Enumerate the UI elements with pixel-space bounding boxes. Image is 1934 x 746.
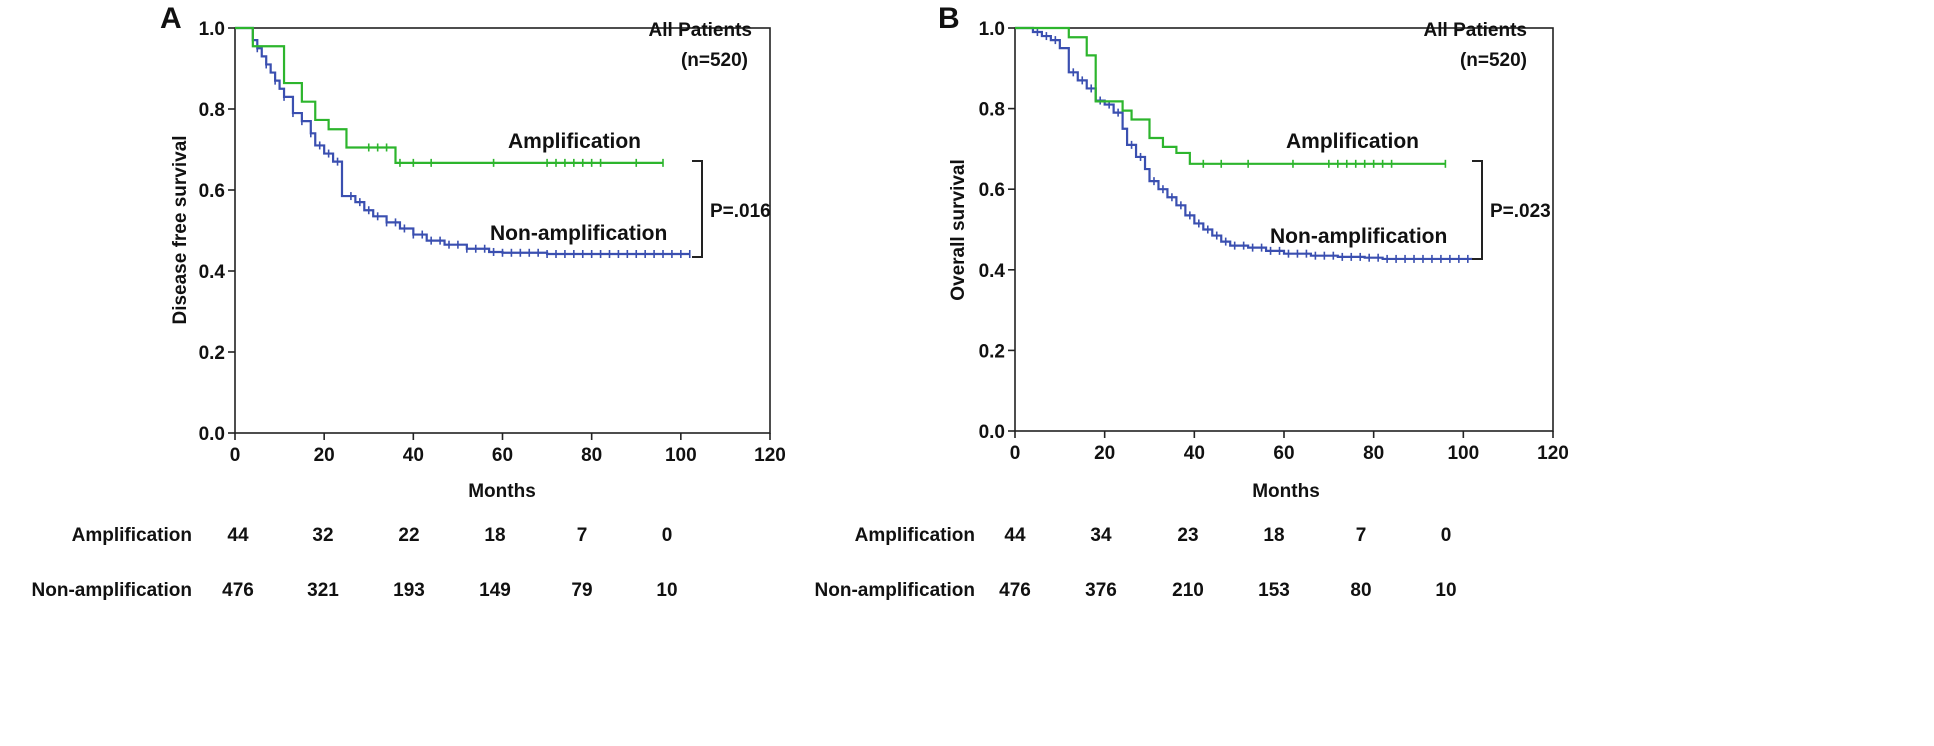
panel-a-risk-label-amplification: Amplification [72, 525, 192, 546]
panel-b-risk-values: 44 34 23 18 7 0 476 376 210 153 80 10 [999, 525, 1456, 601]
amplification-curve [235, 26, 663, 164]
panel-b-risk-label-amplification: Amplification [855, 525, 975, 546]
panel-a: A 0.00.20.40.60.81.0 0 20 40 60 80 100 120 Dis… [32, 2, 786, 601]
x-tick-label: 120 [1537, 443, 1569, 464]
y-tick-label: 0.0 [199, 424, 225, 445]
y-tick-label: 0.8 [199, 100, 225, 121]
risk-value: 22 [398, 525, 419, 546]
y-tick-label: 0.2 [979, 341, 1005, 362]
x-tick-label: 100 [1447, 443, 1479, 464]
panel-a-y-ticks: 0.0 0.2 0.4 0.6 0.8 1.0 [199, 19, 235, 445]
panel-b-x-axis-label: Months [1252, 481, 1320, 502]
panel-a-x-ticks: 0 20 40 60 80 100 120 [230, 433, 786, 466]
panel-b-y-ticks: 0.0 0.2 0.4 0.6 0.8 1.0 [979, 19, 1015, 443]
panel-a-risk-table: Amplification Non-amplification 44 32 22 18… [32, 525, 678, 601]
risk-value: 210 [1172, 580, 1204, 601]
risk-value: 10 [1435, 580, 1456, 601]
panel-b-x-ticks: 0 20 40 60 80 100 120 [1010, 431, 1569, 464]
risk-value: 7 [577, 525, 588, 546]
panel-a-x-axis-label: Months [468, 481, 536, 502]
risk-value: 376 [1085, 580, 1117, 601]
panel-b-p-value: P=.023 [1490, 201, 1551, 222]
panel-a-risk-label-non-amplification: Non-amplification [32, 580, 192, 601]
panel-a-amplification-label: Amplification [508, 130, 641, 153]
risk-value: 153 [1258, 580, 1290, 601]
panel-b-y-axis-label: Overall survival [948, 159, 969, 301]
panel-b-amplification-label: Amplification [1286, 130, 1419, 153]
risk-value: 44 [227, 525, 249, 546]
panel-a-risk-values: 44 32 22 18 7 0 476 321 193 149 79 10 [222, 525, 677, 601]
x-tick-label: 120 [754, 445, 786, 466]
panel-a-letter: A [160, 2, 182, 35]
panel-b-curves [1015, 26, 1473, 263]
risk-value: 44 [1004, 525, 1026, 546]
panel-b-non-amplification-label: Non-amplification [1270, 225, 1447, 248]
y-tick-label: 0.0 [979, 422, 1005, 443]
risk-value: 32 [312, 525, 333, 546]
risk-value: 34 [1090, 525, 1112, 546]
x-tick-label: 40 [403, 445, 424, 466]
risk-value: 80 [1350, 580, 1371, 601]
risk-value: 321 [307, 580, 339, 601]
risk-value: 10 [656, 580, 677, 601]
risk-value: 0 [662, 525, 673, 546]
risk-value: 476 [222, 580, 254, 601]
amplification-curve [1015, 26, 1446, 165]
non-amplification-curve [235, 26, 690, 256]
risk-value: 18 [1263, 525, 1284, 546]
x-tick-label: 20 [1094, 443, 1115, 464]
x-tick-label: 40 [1184, 443, 1205, 464]
panel-b-risk-table: Amplification Non-amplification 44 34 23 18… [815, 525, 1457, 601]
x-tick-label: 80 [581, 445, 602, 466]
non-amplification-curve [1015, 26, 1473, 261]
y-tick-label: 0.6 [979, 180, 1005, 201]
panel-a-y-axis-label: Disease free survival [170, 135, 191, 324]
x-tick-label: 60 [1273, 443, 1294, 464]
risk-value: 79 [571, 580, 592, 601]
panel-b-risk-label-non-amplification: Non-amplification [815, 580, 975, 601]
risk-value: 23 [1177, 525, 1198, 546]
panel-b-p-bracket [1472, 160, 1483, 260]
risk-value: 193 [393, 580, 425, 601]
y-tick-label: 0.8 [979, 100, 1005, 121]
risk-value: 18 [484, 525, 505, 546]
panel-a-non-amplification-label: Non-amplification [490, 222, 667, 245]
x-tick-label: 0 [1010, 443, 1021, 464]
risk-value: 476 [999, 580, 1031, 601]
x-tick-label: 60 [492, 445, 513, 466]
panel-b-letter: B [938, 2, 960, 35]
panel-a-curves [235, 26, 691, 258]
panel-b-title: All Patients [1424, 20, 1527, 41]
panel-a-title: All Patients [649, 20, 752, 41]
y-tick-label: 0.4 [979, 261, 1006, 282]
y-tick-label: 0.6 [199, 181, 225, 202]
risk-value: 7 [1356, 525, 1367, 546]
x-tick-label: 100 [665, 445, 697, 466]
panel-a-p-bracket [692, 160, 703, 258]
y-tick-label: 0.2 [199, 343, 225, 364]
y-tick-label: 0.4 [199, 262, 226, 283]
panel-b: B 0.00.20.40.60.81.0 0 20 40 60 80 100 120 Ove… [815, 2, 1569, 601]
risk-value: 149 [479, 580, 511, 601]
panel-a-p-value: P=.016 [710, 201, 771, 222]
x-tick-label: 80 [1363, 443, 1384, 464]
x-tick-label: 20 [314, 445, 335, 466]
panel-a-subtitle: (n=520) [681, 50, 748, 71]
y-tick-label: 1.0 [979, 19, 1005, 40]
y-tick-label: 1.0 [199, 19, 225, 40]
x-tick-label: 0 [230, 445, 241, 466]
panel-b-subtitle: (n=520) [1460, 50, 1527, 71]
risk-value: 0 [1441, 525, 1452, 546]
